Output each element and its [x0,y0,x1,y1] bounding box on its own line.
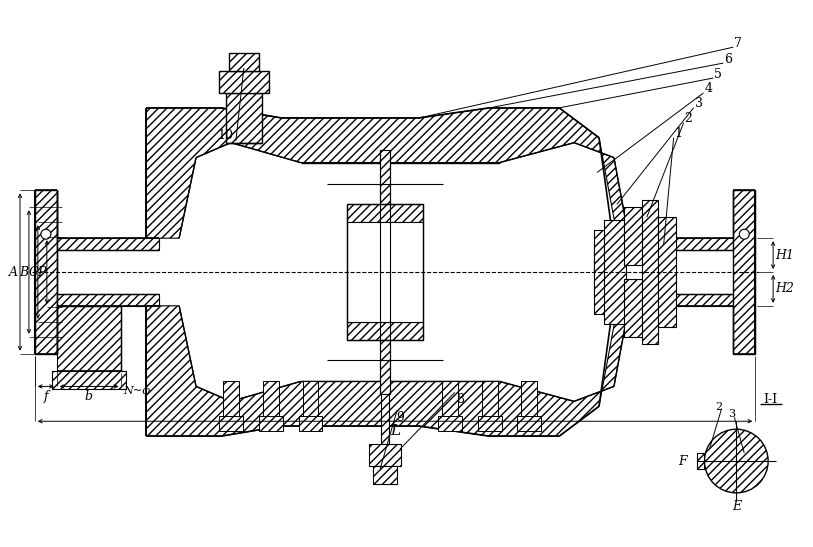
Bar [226,93,262,143]
Text: I-I: I-I [763,393,777,406]
Bar [481,381,498,421]
Text: 5: 5 [715,67,722,80]
Text: 2: 2 [715,402,722,412]
Polygon shape [380,340,390,394]
Bar [438,416,462,431]
Text: E: E [732,501,741,513]
Circle shape [705,429,768,493]
Bar [697,453,705,469]
Text: B: B [20,265,28,278]
Text: 2: 2 [685,112,693,125]
Bar [298,416,323,431]
Bar [259,416,283,431]
Bar [604,220,626,324]
Polygon shape [663,238,733,250]
Bar [229,53,259,71]
Bar [733,190,755,353]
Bar [441,381,458,421]
Bar [57,306,121,371]
Circle shape [41,229,51,239]
Text: 9: 9 [396,411,404,424]
Bar [624,279,641,336]
Polygon shape [57,294,159,306]
Text: 4: 4 [704,83,712,95]
Bar [521,381,537,421]
Bar [658,217,676,327]
Text: H1: H1 [776,248,794,261]
Text: 8: 8 [456,393,463,406]
Bar [302,381,319,421]
Bar [347,222,423,322]
Bar [369,444,401,466]
Text: H2: H2 [776,282,794,295]
Bar [594,244,612,300]
Text: N~φ: N~φ [123,386,150,397]
Text: L: L [390,424,400,438]
Polygon shape [146,294,663,436]
Bar [223,381,239,421]
Bar [219,416,243,431]
Bar [641,200,658,344]
Text: 10: 10 [218,129,234,142]
Text: b: b [85,390,93,403]
Polygon shape [663,294,733,306]
Polygon shape [380,150,390,205]
Bar [219,71,269,93]
Text: P: P [37,265,46,278]
Polygon shape [347,205,423,222]
Text: C: C [28,265,37,278]
Bar [263,381,279,421]
Bar [373,466,397,484]
Polygon shape [347,322,423,340]
Text: 7: 7 [734,37,742,50]
Polygon shape [146,108,663,250]
Bar [35,190,57,353]
Text: 6: 6 [724,53,733,66]
Text: f: f [44,390,48,403]
Text: F: F [678,455,687,468]
Text: 3: 3 [728,409,735,420]
Bar [52,371,127,389]
Circle shape [739,229,750,239]
Bar [517,416,541,431]
Bar [477,416,502,431]
Text: A: A [8,265,18,278]
Text: 1: 1 [675,127,683,140]
Bar [624,207,641,265]
Text: 3: 3 [694,97,702,110]
Bar [381,394,389,444]
Polygon shape [57,238,159,250]
Bar [594,230,622,314]
